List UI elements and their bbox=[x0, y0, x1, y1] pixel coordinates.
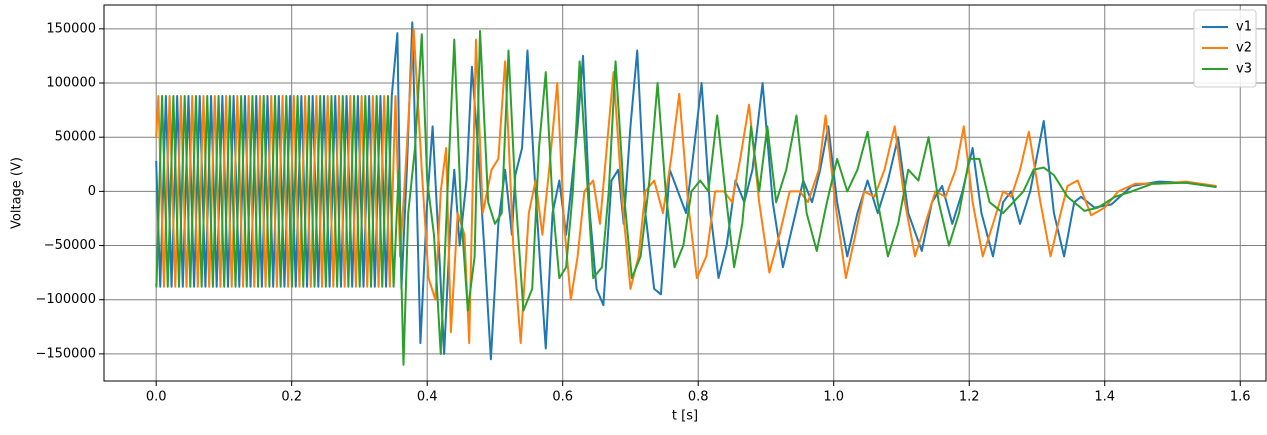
x-tick-label: 1.4 bbox=[1094, 390, 1115, 405]
legend: v1 v2 v3 bbox=[1193, 9, 1257, 88]
series-line bbox=[155, 30, 1217, 366]
y-tick-label: 100000 bbox=[46, 76, 96, 91]
y-tick-label: 0 bbox=[88, 184, 96, 199]
y-tick-label: 50000 bbox=[55, 130, 96, 145]
x-axis-label: t [s] bbox=[672, 409, 698, 424]
x-tick-label: 0.2 bbox=[281, 390, 302, 405]
y-tick-label: 150000 bbox=[46, 21, 96, 36]
axes: 0.0 0.2 0.4 0.6 0.8 1.0 1.2 1.4 1.6 −150000 −10000… bbox=[35, 21, 1250, 404]
legend-label: v3 bbox=[1236, 62, 1252, 77]
x-tick-label: 0.4 bbox=[417, 390, 438, 405]
x-tick-label: 1.0 bbox=[823, 390, 844, 405]
x-tick-label: 0.8 bbox=[688, 390, 709, 405]
legend-label: v1 bbox=[1236, 20, 1252, 35]
y-axis-label: Voltage (V) bbox=[10, 157, 25, 229]
series-line bbox=[155, 21, 1217, 361]
plot-lines bbox=[155, 21, 1217, 366]
series-line bbox=[155, 27, 1217, 345]
y-tick-label: −100000 bbox=[35, 292, 96, 307]
x-tick-label: 0.0 bbox=[146, 390, 167, 405]
legend-label: v2 bbox=[1236, 41, 1252, 56]
x-tick-label: 1.6 bbox=[1230, 390, 1251, 405]
plot-frame bbox=[103, 4, 1267, 382]
x-tick-label: 1.2 bbox=[959, 390, 980, 405]
y-tick-label: −150000 bbox=[35, 346, 96, 361]
y-tick-label: −50000 bbox=[44, 238, 96, 253]
x-tick-label: 0.6 bbox=[552, 390, 573, 405]
